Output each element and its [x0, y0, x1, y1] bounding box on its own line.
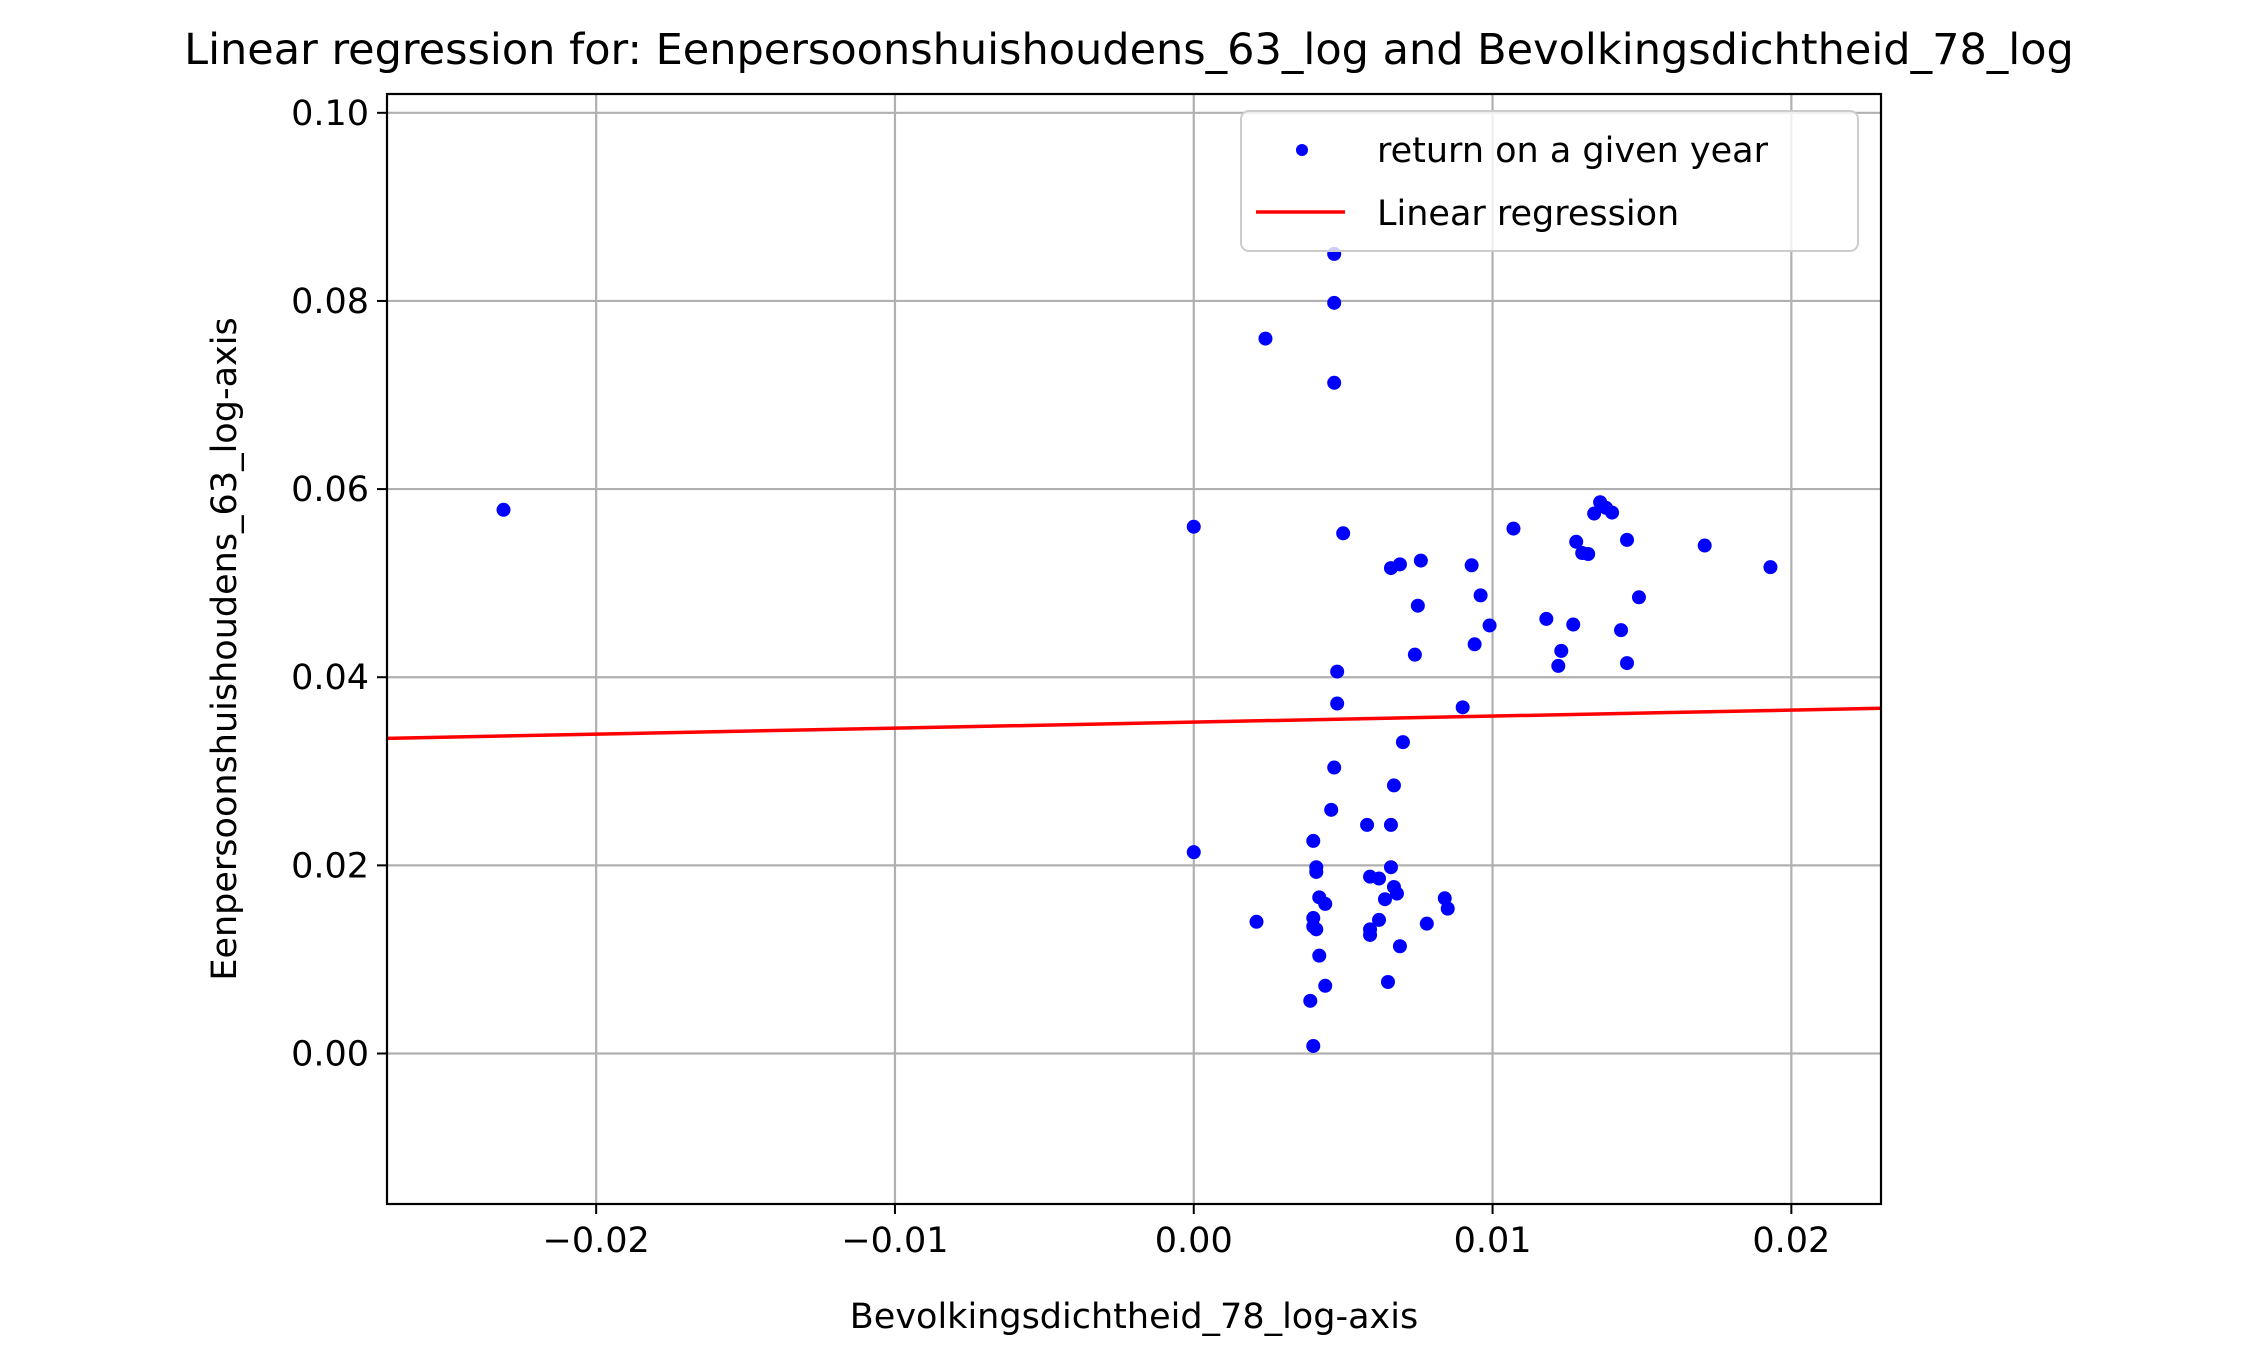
scatter-point — [1410, 598, 1425, 613]
scatter-point — [1363, 927, 1378, 942]
regression-line — [386, 706, 1882, 741]
scatter-point — [1620, 532, 1635, 547]
x-tick-label: −0.02 — [543, 1221, 650, 1261]
scatter-point — [1419, 916, 1434, 931]
scatter-point — [1306, 1038, 1321, 1053]
scatter-point — [1327, 295, 1342, 310]
scatter-point — [1372, 871, 1387, 886]
regression-layer — [386, 706, 1882, 741]
scatter-point — [1539, 611, 1554, 626]
scatter-point — [496, 502, 511, 517]
scatter-point — [1186, 845, 1201, 860]
y-tick-label: 0.10 — [291, 94, 369, 134]
y-tick-label: 0.08 — [291, 282, 369, 322]
scatter-point — [1551, 658, 1566, 673]
y-axis-label: Eenpersoonshuishoudens_63_log-axis — [205, 317, 245, 980]
scatter-point — [1763, 560, 1778, 575]
scatter-point — [1377, 892, 1392, 907]
scatter-point — [1330, 696, 1345, 711]
scatter-point — [1327, 375, 1342, 390]
scatter-point — [1380, 975, 1395, 989]
scatter-point — [1605, 505, 1620, 520]
scatter-point — [1392, 557, 1407, 572]
scatter-point — [1336, 526, 1351, 541]
scatter-point — [1306, 833, 1321, 848]
scatter-point — [1303, 993, 1318, 1008]
scatter-point — [1386, 778, 1401, 793]
x-tick-label: 0.02 — [1752, 1221, 1830, 1261]
scatter-point — [1360, 817, 1375, 832]
x-tick-label: 0.01 — [1454, 1221, 1532, 1261]
scatter-point — [1554, 643, 1569, 658]
y-tick-label: 0.00 — [291, 1034, 369, 1074]
scatter-point — [1312, 948, 1327, 963]
scatter-point — [1566, 617, 1581, 632]
scatter-point — [1407, 647, 1422, 662]
y-tick-label: 0.04 — [291, 658, 369, 698]
scatter-point — [1467, 637, 1482, 652]
scatter-point — [1440, 901, 1455, 916]
y-tick-label: 0.06 — [291, 470, 369, 510]
scatter-point — [1372, 912, 1387, 927]
scatter-point — [1309, 922, 1324, 937]
scatter-point — [1249, 914, 1264, 929]
plot-frame — [385, 92, 1883, 1206]
scatter-point — [1324, 802, 1339, 817]
scatter-point — [1587, 506, 1602, 521]
scatter-point — [1464, 558, 1479, 573]
scatter-point — [1620, 656, 1635, 671]
scatter-point — [1395, 735, 1410, 750]
x-axis-label: Bevolkingsdichtheid_78_log-axis — [850, 1297, 1418, 1337]
scatter-point — [1697, 538, 1712, 553]
scatter-point — [1455, 700, 1470, 715]
scatter-point — [1327, 760, 1342, 775]
scatter-point — [1614, 623, 1629, 638]
scatter-points — [496, 246, 1778, 1053]
scatter-point — [1318, 978, 1333, 993]
y-tick-label: 0.02 — [291, 846, 369, 886]
legend: return on a given year Linear regression — [1240, 110, 1859, 252]
scatter-point — [1413, 553, 1428, 568]
scatter-point — [1330, 664, 1345, 679]
x-axis-ticks: −0.02 −0.01 0.00 0.01 0.02 — [543, 1204, 1830, 1261]
legend-box — [1240, 110, 1859, 252]
scatter-point — [1581, 546, 1596, 561]
scatter-point — [1569, 534, 1584, 549]
scatter-point — [1318, 896, 1333, 911]
scatter-point — [1482, 618, 1497, 633]
scatter-point — [1383, 860, 1398, 875]
x-tick-label: −0.01 — [841, 1221, 948, 1261]
scatter-point — [1258, 331, 1273, 346]
legend-marker-scatter — [1296, 144, 1308, 156]
legend-label-line: Linear regression — [1377, 194, 1679, 234]
scatter-point — [1309, 864, 1324, 879]
scatter-point — [1186, 519, 1201, 534]
scatter-point — [1473, 588, 1488, 603]
scatter-point — [1383, 817, 1398, 832]
scatter-point — [1506, 521, 1521, 536]
scatter-point — [1631, 590, 1646, 605]
legend-label-scatter: return on a given year — [1377, 131, 1769, 171]
scatter-point — [1392, 939, 1407, 954]
chart-title: Linear regression for: Eenpersoonshuisho… — [184, 25, 2074, 75]
scatter-point — [1389, 886, 1404, 901]
x-tick-label: 0.00 — [1155, 1221, 1233, 1261]
y-axis-ticks: 0.00 0.02 0.04 0.06 0.08 0.10 — [291, 94, 387, 1074]
